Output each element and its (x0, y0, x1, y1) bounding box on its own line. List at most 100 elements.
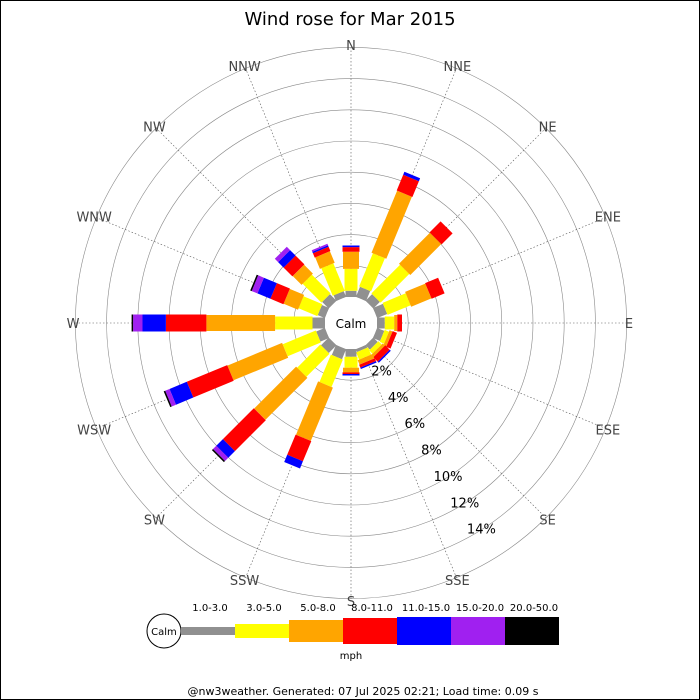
bar-sw-1.0-3.0 (321, 337, 337, 353)
bar-w-11.0-15.0 (142, 314, 166, 332)
legend-units: mph (340, 651, 362, 662)
direction-label-w: W (67, 317, 80, 332)
legend-calm-label: Calm (151, 627, 177, 638)
bar-ssw-11.0-15.0 (284, 454, 303, 469)
direction-label-se: SE (539, 514, 555, 529)
legend-label-15.0-20.0: 15.0-20.0 (456, 603, 504, 614)
legend: Calm 1.0-3.0 3.0-5.0 5.0-8.0 8.0-11.0 11.0-15… (146, 603, 559, 662)
direction-label-sw: SW (144, 514, 165, 529)
bar-sw-5.0-8.0 (254, 366, 308, 420)
bar-ssw-3.0-5.0 (319, 354, 343, 387)
bar-nne-8.0-11.0 (396, 174, 419, 197)
bar-sse-11.0-15.0 (360, 361, 377, 369)
direction-label-ene: ENE (595, 211, 621, 226)
bar-nnw-15.0-20.0 (311, 243, 328, 252)
bar-ne-3.0-5.0 (371, 264, 410, 303)
bar-nnw-1.0-3.0 (333, 291, 347, 302)
bar-e-5.0-8.0 (394, 315, 398, 331)
bar-s-8.0-11.0 (342, 372, 360, 374)
radial-tick-12: 12% (450, 496, 479, 511)
bar-e-8.0-11.0 (397, 314, 402, 332)
bar-nw-1.0-3.0 (322, 294, 337, 309)
legend-swatch-5.0-8.0 (289, 620, 343, 642)
bar-w-3.0-5.0 (275, 316, 313, 330)
radial-tick-4: 4% (388, 391, 409, 406)
bar-w-5.0-8.0 (206, 315, 276, 331)
calm-circle (325, 297, 377, 349)
bar-ene-5.0-8.0 (405, 283, 432, 307)
footer-text: @nw3weather. Generated: 07 Jul 2025 02:2… (188, 685, 539, 698)
legend-label-1.0-3.0: 1.0-3.0 (192, 603, 227, 614)
bar-nne-5.0-8.0 (371, 190, 412, 259)
spoke-sw (155, 341, 333, 519)
bar-nw-8.0-11.0 (283, 255, 305, 277)
bar-w-20.0-50.0 (131, 314, 134, 332)
bar-e-1.0-3.0 (377, 317, 385, 329)
bar-wnw-5.0-8.0 (283, 288, 305, 310)
bar-sw-11.0-15.0 (216, 439, 235, 458)
radial-tick-14: 14% (467, 523, 496, 538)
spoke-ssw (245, 346, 342, 578)
bar-wsw-5.0-8.0 (227, 342, 289, 381)
bar-sw-3.0-5.0 (297, 344, 330, 377)
bar-wsw-20.0-50.0 (163, 390, 172, 408)
bar-ese-8.0-11.0 (386, 331, 397, 349)
wind-bars (131, 171, 453, 469)
bar-n-5.0-8.0 (343, 251, 359, 269)
bar-wsw-1.0-3.0 (316, 327, 330, 342)
bar-wnw-8.0-11.0 (270, 283, 290, 305)
bar-sse-1.0-3.0 (355, 344, 368, 352)
legend-label-8.0-11.0: 8.0-11.0 (351, 603, 393, 614)
bar-se-3.0-5.0 (369, 341, 382, 354)
legend-label-3.0-5.0: 3.0-5.0 (246, 603, 281, 614)
bar-se-8.0-11.0 (373, 345, 390, 362)
bar-s-3.0-5.0 (344, 356, 358, 368)
bar-nne-11.0-15.0 (403, 171, 421, 182)
radial-tick-6: 6% (404, 417, 425, 432)
direction-label-nne: NNE (444, 60, 472, 75)
bar-ssw-1.0-3.0 (331, 344, 347, 360)
bar-ese-3.0-5.0 (379, 329, 389, 344)
bar-sse-5.0-8.0 (357, 354, 375, 365)
bar-ssw-5.0-8.0 (296, 381, 333, 441)
bar-wnw-20.0-50.0 (250, 274, 259, 292)
bar-ene-3.0-5.0 (382, 293, 411, 315)
bar-ese-5.0-8.0 (383, 330, 393, 347)
radial-tick-8: 8% (421, 444, 442, 459)
direction-label-nnw: NNW (228, 60, 260, 75)
bar-n-8.0-11.0 (342, 247, 360, 252)
bar-nnw-11.0-15.0 (312, 245, 329, 254)
bar-nw-11.0-15.0 (278, 250, 296, 268)
legend-label-5.0-8.0: 5.0-8.0 (300, 603, 335, 614)
bar-wnw-3.0-5.0 (298, 296, 323, 317)
bar-nw-15.0-20.0 (274, 246, 291, 263)
bar-w-15.0-20.0 (133, 314, 143, 332)
bar-se-5.0-8.0 (371, 343, 385, 357)
legend-swatch-1.0-3.0 (181, 627, 235, 635)
direction-label-ese: ESE (595, 423, 620, 438)
bar-wsw-11.0-15.0 (169, 381, 194, 405)
direction-labels: N NNE NE ENE E ESE SE SSE S SSW SW WSW W WNW NW NNW (67, 39, 634, 610)
legend-label-20.0-50.0: 20.0-50.0 (510, 603, 558, 614)
legend-swatch-8.0-11.0 (343, 618, 397, 644)
bar-sse-3.0-5.0 (356, 347, 372, 360)
direction-label-n: N (346, 39, 356, 54)
bar-nw-5.0-8.0 (292, 264, 313, 285)
bar-n-3.0-5.0 (344, 268, 358, 291)
bar-ne-1.0-3.0 (365, 294, 380, 309)
radial-tick-10: 10% (434, 470, 463, 485)
legend-swatch-20.0-50.0 (505, 617, 559, 645)
bar-wnw-15.0-20.0 (251, 275, 264, 294)
bar-sse-8.0-11.0 (359, 358, 376, 368)
bar-nne-3.0-5.0 (359, 253, 385, 292)
direction-label-s: S (347, 595, 355, 610)
bar-nne-1.0-3.0 (355, 286, 371, 302)
bar-w-8.0-11.0 (165, 314, 207, 332)
bar-ne-5.0-8.0 (399, 232, 442, 275)
legend-label-11.0-15.0: 11.0-15.0 (402, 603, 450, 614)
bar-ene-8.0-11.0 (425, 277, 445, 299)
bar-ene-1.0-3.0 (372, 303, 388, 319)
bar-e-3.0-5.0 (384, 316, 395, 330)
bar-s-1.0-3.0 (345, 349, 357, 357)
legend-swatch-3.0-5.0 (235, 624, 289, 638)
